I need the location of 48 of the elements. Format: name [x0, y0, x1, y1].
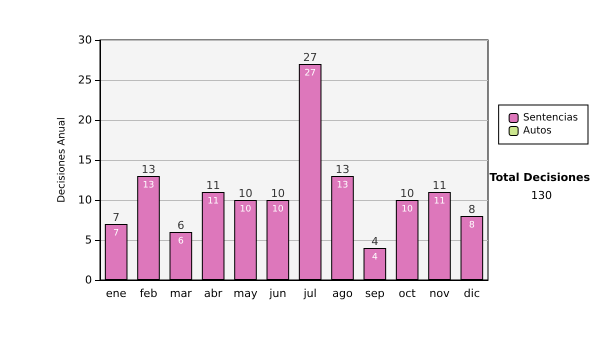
- text: 130: [531, 189, 552, 202]
- total-label: 7: [112, 211, 120, 224]
- data-label: 6: [178, 236, 184, 246]
- x-tick-label: sep: [365, 287, 385, 300]
- y-axis-title: Decisiones Anual: [56, 117, 68, 203]
- data-label: 11: [207, 196, 219, 206]
- data-label: 13: [142, 180, 154, 190]
- total-label: 6: [177, 219, 184, 232]
- total-label: 13: [142, 163, 156, 176]
- y-tick-label: 15: [78, 154, 92, 166]
- data-label: 10: [240, 204, 252, 214]
- total-label: 27: [303, 51, 318, 64]
- x-tick-label: ene: [106, 287, 127, 300]
- total-label: 8: [468, 203, 476, 216]
- total-label: 11: [206, 179, 220, 192]
- data-label: 10: [401, 204, 414, 214]
- x-tick-label: feb: [140, 287, 158, 300]
- y-tick-label: 25: [78, 74, 92, 86]
- data-label: 8: [468, 220, 475, 230]
- x-tick-label: mar: [170, 287, 192, 300]
- total-label: 10: [400, 187, 414, 200]
- x-tick-label: abr: [204, 287, 223, 300]
- total-label: 13: [336, 163, 350, 176]
- y-tick-label: 10: [78, 194, 92, 206]
- text: Total Decisiones: [490, 171, 590, 184]
- y-tick-label: 30: [78, 34, 92, 46]
- total-label: 10: [270, 187, 285, 200]
- data-label: 4: [372, 252, 378, 262]
- x-tick-label: oct: [398, 287, 416, 300]
- data-label: 10: [272, 204, 284, 214]
- x-tick-label: jun: [268, 287, 286, 300]
- x-tick-label: ago: [332, 287, 353, 300]
- data-label: 11: [434, 196, 446, 206]
- legend-label: Autos: [523, 126, 552, 136]
- data-label: 27: [304, 68, 316, 78]
- total-label: 11: [432, 179, 446, 192]
- total-label: 10: [238, 187, 252, 200]
- total-label: 4: [371, 235, 378, 248]
- data-label: 13: [336, 180, 348, 190]
- y-tick-label: 0: [85, 274, 92, 286]
- x-tick-label: may: [234, 287, 258, 300]
- y-tick-label: 20: [78, 114, 92, 126]
- x-tick-label: jul: [302, 287, 317, 300]
- legend-label: Sentencias: [523, 112, 578, 124]
- x-tick-label: nov: [429, 287, 450, 300]
- data-label: 7: [113, 228, 120, 238]
- x-tick-label: dic: [464, 287, 480, 300]
- y-tick-label: 5: [85, 234, 92, 246]
